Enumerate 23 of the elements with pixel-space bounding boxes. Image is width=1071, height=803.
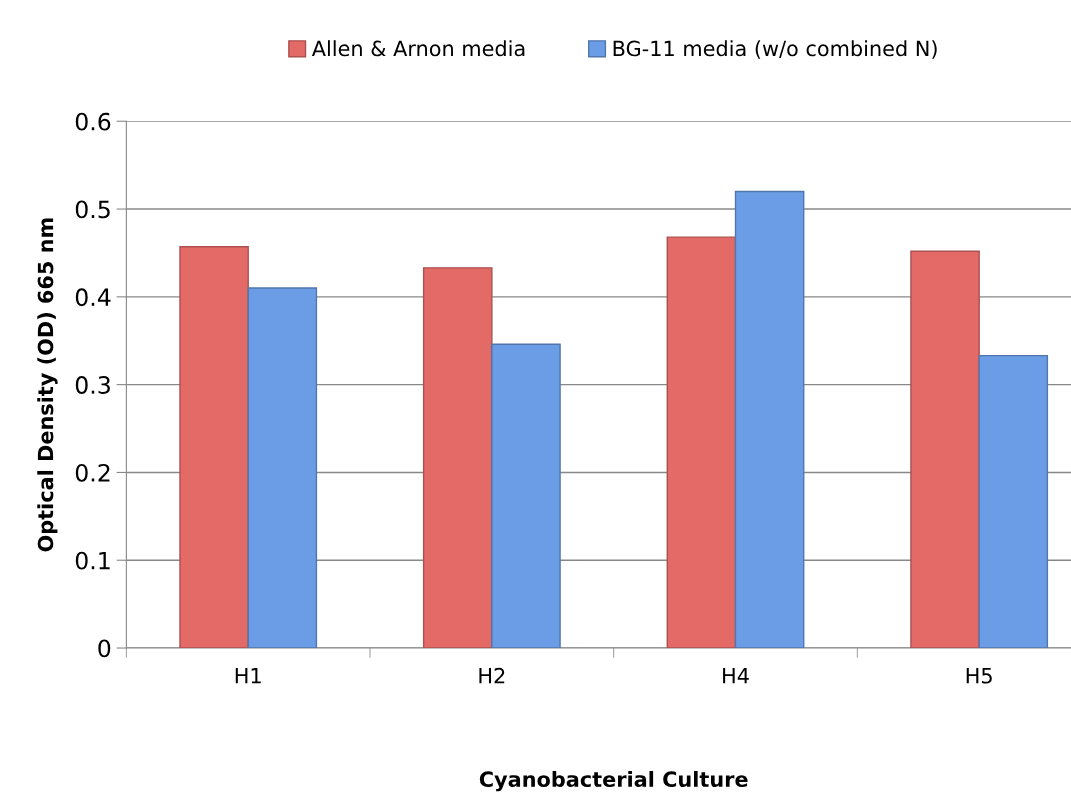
y-axis-title: Optical Density (OD) 665 nm bbox=[37, 218, 58, 552]
bar bbox=[179, 246, 249, 649]
x-tick-label: H4 bbox=[723, 668, 749, 684]
legend-label: BG-11 media (w/o combined N) bbox=[613, 40, 937, 59]
x-axis-title: Cyanobacterial Culture bbox=[479, 770, 748, 792]
bar bbox=[734, 190, 805, 649]
x-tick-label: H1 bbox=[235, 668, 261, 684]
y-tick-label: 0.6 bbox=[75, 112, 111, 131]
y-tick-label: 0 bbox=[98, 639, 111, 658]
y-tick-label: 0.3 bbox=[75, 376, 110, 394]
y-tick-label: 0.2 bbox=[75, 463, 110, 482]
bar bbox=[422, 267, 493, 649]
bar bbox=[666, 236, 737, 649]
bar bbox=[247, 287, 318, 649]
bar bbox=[491, 343, 561, 649]
y-tick-label: 0.1 bbox=[75, 551, 110, 570]
bar bbox=[910, 250, 980, 649]
bar bbox=[978, 354, 1049, 649]
x-tick-label: H5 bbox=[966, 668, 992, 684]
y-tick-label: 0.5 bbox=[75, 200, 110, 219]
legend-label: Allen & Arnon media bbox=[311, 40, 525, 57]
y-tick-label: 0.4 bbox=[75, 288, 111, 307]
x-tick-label: H2 bbox=[479, 667, 505, 684]
